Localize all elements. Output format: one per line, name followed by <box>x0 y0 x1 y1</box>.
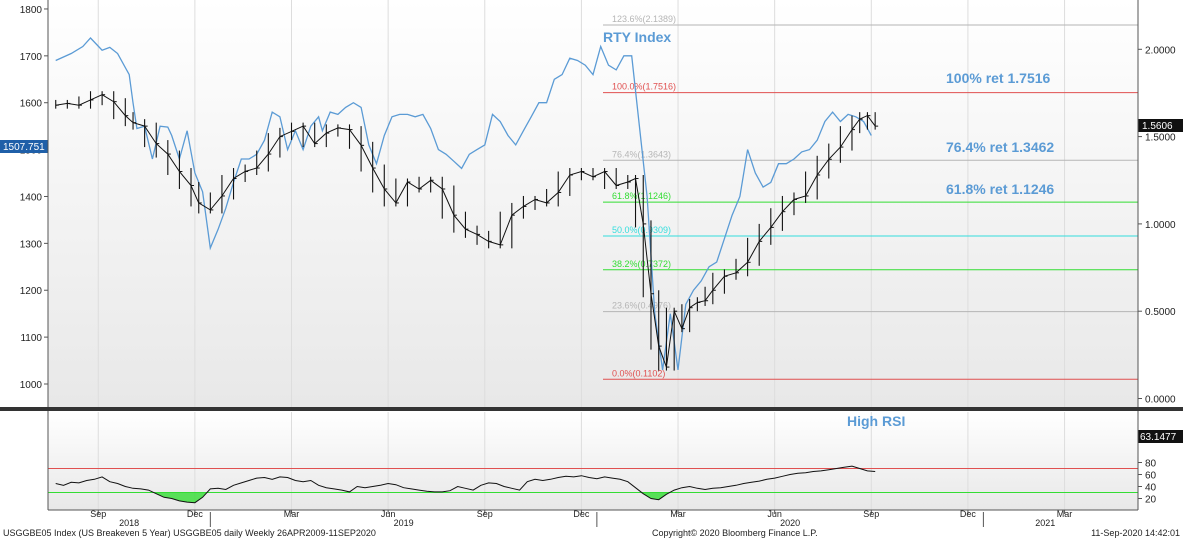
annotation-76-ret: 76.4% ret 1.3462 <box>946 139 1054 155</box>
fib-label-2: 76.4%(1.3643) <box>612 149 671 159</box>
x-year-label-2: 2020 <box>780 518 800 528</box>
fib-label-6: 23.6%(0.4976) <box>612 301 671 311</box>
rsi-tick-label-2: 60 <box>1145 471 1157 482</box>
x-axis-band <box>0 510 1183 527</box>
x-month-label-7: Jun <box>767 509 782 519</box>
fib-label-3: 61.8%(1.1246) <box>612 191 671 201</box>
rsi-last-value-text: 63.1477 <box>1140 432 1177 443</box>
right-axis: 0.0000 0.5000 1.0000 1.5000 2.0000 <box>1138 45 1176 406</box>
rsi-series <box>55 465 876 504</box>
annotation-high-rsi: High RSI <box>847 413 905 429</box>
fib-label-1: 100.0%(1.7516) <box>612 82 676 92</box>
right-last-value-tag: 1.5606 <box>1138 119 1183 132</box>
rsi-fill-1 <box>639 492 671 500</box>
rsi-thresholds <box>48 468 1138 493</box>
x-axis: Sep Dec Mar Jun Sep Dec Mar Jun Sep Dec Mar 2018 201… <box>90 509 1072 528</box>
fib-label-4: 50.0%(0.9309) <box>612 225 671 235</box>
right-tick-label-3: 1.5000 <box>1145 133 1176 144</box>
left-tick-label-2: 1200 <box>20 286 43 297</box>
x-month-label-3: Jun <box>381 509 396 519</box>
panel-divider <box>0 407 1183 411</box>
x-year-label-3: 2021 <box>1035 518 1055 528</box>
left-tick-label-8: 1800 <box>20 5 43 16</box>
x-year-label-1: 2019 <box>394 518 414 528</box>
left-axis: 100011001200130014001500160017001800 <box>20 5 48 391</box>
fib-label-7: 0.0%(0.1102) <box>612 368 665 378</box>
rsi-line <box>55 465 876 504</box>
annotation-61-ret: 61.8% ret 1.1246 <box>946 181 1054 197</box>
vertical-grid <box>97 0 1066 510</box>
annotation-rty-index: RTY Index <box>603 29 671 45</box>
main-plot-background <box>48 0 1138 407</box>
x-month-label-10: Mar <box>1057 509 1073 519</box>
rsi-oversold-fill <box>152 492 671 503</box>
rsi-tick-label-3: 80 <box>1145 459 1157 470</box>
right-tick-label-2: 1.0000 <box>1145 220 1176 231</box>
right-last-value-text: 1.5606 <box>1142 121 1173 132</box>
rsi-tick-label-0: 20 <box>1145 495 1157 506</box>
x-month-label-5: Dec <box>573 509 590 519</box>
x-month-label-4: Sep <box>477 509 493 519</box>
left-last-value-tag: 1507.751 <box>0 140 48 153</box>
breakeven-bars <box>55 91 879 371</box>
left-tick-label-4: 1400 <box>20 192 43 203</box>
footer-right: 11-Sep-2020 14:42:01 <box>1091 528 1180 538</box>
rsi-tick-label-1: 40 <box>1145 483 1157 494</box>
annotation-100-ret: 100% ret 1.7516 <box>946 70 1051 86</box>
right-tick-label-1: 0.5000 <box>1145 307 1176 318</box>
right-tick-label-0: 0.0000 <box>1145 395 1176 406</box>
rsi-last-value-tag: 63.1477 <box>1138 430 1183 443</box>
x-month-label-0: Sep <box>90 509 106 519</box>
left-last-value-text: 1507.751 <box>3 142 45 153</box>
rsi-fill-0 <box>152 492 207 503</box>
footer-left: USGGBE05 Index (US Breakeven 5 Year) USG… <box>3 528 376 538</box>
footer-center: Copyright© 2020 Bloomberg Finance L.P. <box>652 528 818 538</box>
x-month-label-6: Mar <box>670 509 686 519</box>
left-tick-label-7: 1700 <box>20 52 43 63</box>
left-tick-label-6: 1600 <box>20 99 43 110</box>
left-tick-label-1: 1100 <box>20 333 42 344</box>
fibonacci-lines <box>603 24 1138 380</box>
x-month-label-9: Dec <box>960 509 977 519</box>
x-month-label-2: Mar <box>284 509 300 519</box>
fib-label-5: 38.2%(0.7372) <box>612 259 671 269</box>
fib-label-0: 123.6%(2.1389) <box>612 14 676 24</box>
x-month-label-1: Dec <box>187 509 204 519</box>
fibonacci-labels: 123.6%(2.1389) 100.0%(1.7516) 76.4%(1.3643… <box>612 14 676 378</box>
left-tick-label-3: 1300 <box>20 239 43 250</box>
x-month-label-8: Sep <box>863 509 879 519</box>
x-year-label-0: 2018 <box>119 518 139 528</box>
right-tick-label-4: 2.0000 <box>1145 45 1176 56</box>
rsi-plot-background <box>48 412 1138 510</box>
left-tick-label-0: 1000 <box>20 380 43 391</box>
